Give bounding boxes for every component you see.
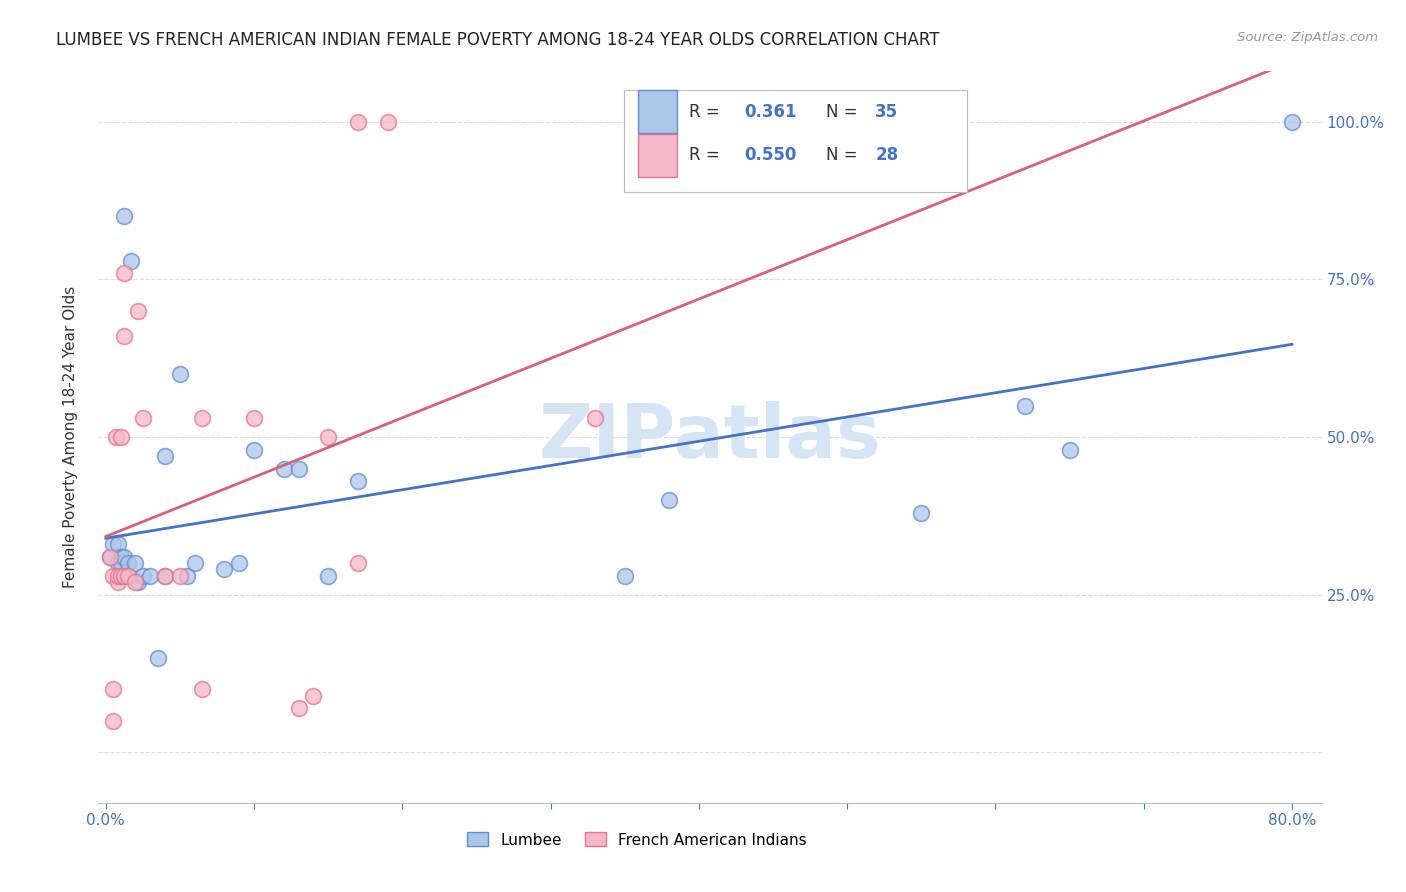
Point bbox=[347, 115, 370, 129]
Point bbox=[103, 537, 125, 551]
Point bbox=[124, 556, 146, 570]
Legend: Lumbee, French American Indians: Lumbee, French American Indians bbox=[460, 826, 813, 854]
Text: ZIPatlas: ZIPatlas bbox=[538, 401, 882, 474]
Point bbox=[1014, 399, 1036, 413]
Point bbox=[910, 506, 932, 520]
Point bbox=[287, 461, 309, 475]
Point bbox=[112, 329, 135, 343]
Point bbox=[583, 411, 606, 425]
Point bbox=[110, 549, 132, 564]
Text: R =: R = bbox=[689, 146, 725, 164]
Point bbox=[316, 569, 339, 583]
Point bbox=[107, 556, 129, 570]
Point bbox=[273, 461, 295, 475]
Point bbox=[243, 411, 266, 425]
Text: LUMBEE VS FRENCH AMERICAN INDIAN FEMALE POVERTY AMONG 18-24 YEAR OLDS CORRELATIO: LUMBEE VS FRENCH AMERICAN INDIAN FEMALE … bbox=[56, 31, 939, 49]
Point bbox=[347, 556, 370, 570]
Point bbox=[107, 569, 129, 583]
Point bbox=[112, 266, 135, 280]
Text: 0.361: 0.361 bbox=[744, 103, 797, 120]
Point bbox=[132, 569, 155, 583]
FancyBboxPatch shape bbox=[638, 90, 678, 133]
Point bbox=[103, 682, 125, 697]
Point bbox=[117, 569, 139, 583]
Point bbox=[110, 549, 132, 564]
Point bbox=[112, 210, 135, 224]
Point bbox=[316, 430, 339, 444]
Point bbox=[139, 569, 162, 583]
Point bbox=[243, 442, 266, 457]
Point bbox=[110, 556, 132, 570]
Point bbox=[105, 430, 128, 444]
Point bbox=[146, 650, 169, 665]
Point bbox=[191, 682, 214, 697]
Point bbox=[347, 474, 370, 488]
Point bbox=[1281, 115, 1303, 129]
Point bbox=[107, 575, 129, 590]
FancyBboxPatch shape bbox=[624, 90, 967, 192]
Text: N =: N = bbox=[827, 103, 863, 120]
Point bbox=[117, 569, 139, 583]
FancyBboxPatch shape bbox=[638, 134, 678, 177]
Point bbox=[613, 569, 636, 583]
Point bbox=[287, 701, 309, 715]
Point bbox=[103, 714, 125, 728]
Point bbox=[169, 569, 191, 583]
Text: N =: N = bbox=[827, 146, 863, 164]
Point bbox=[153, 569, 176, 583]
Point bbox=[110, 430, 132, 444]
Point bbox=[1059, 442, 1081, 457]
Point bbox=[103, 569, 125, 583]
Text: 28: 28 bbox=[875, 146, 898, 164]
Point bbox=[120, 253, 142, 268]
Point bbox=[127, 304, 149, 318]
Point bbox=[214, 562, 236, 576]
Point bbox=[153, 449, 176, 463]
Point bbox=[117, 556, 139, 570]
Point bbox=[132, 411, 155, 425]
Text: Source: ZipAtlas.com: Source: ZipAtlas.com bbox=[1237, 31, 1378, 45]
Point bbox=[191, 411, 214, 425]
Text: 0.550: 0.550 bbox=[744, 146, 797, 164]
Point bbox=[112, 549, 135, 564]
Point bbox=[153, 569, 176, 583]
Point bbox=[112, 569, 135, 583]
Point bbox=[176, 569, 198, 583]
Point bbox=[98, 549, 121, 564]
Point bbox=[127, 575, 149, 590]
Point bbox=[110, 569, 132, 583]
Point bbox=[107, 537, 129, 551]
Point bbox=[377, 115, 399, 129]
Y-axis label: Female Poverty Among 18-24 Year Olds: Female Poverty Among 18-24 Year Olds bbox=[63, 286, 77, 588]
Point bbox=[169, 367, 191, 381]
Point bbox=[124, 575, 146, 590]
Text: 35: 35 bbox=[875, 103, 898, 120]
Point bbox=[302, 689, 325, 703]
Text: R =: R = bbox=[689, 103, 725, 120]
Point bbox=[98, 549, 121, 564]
Point bbox=[658, 493, 681, 508]
Point bbox=[184, 556, 207, 570]
Point bbox=[228, 556, 250, 570]
